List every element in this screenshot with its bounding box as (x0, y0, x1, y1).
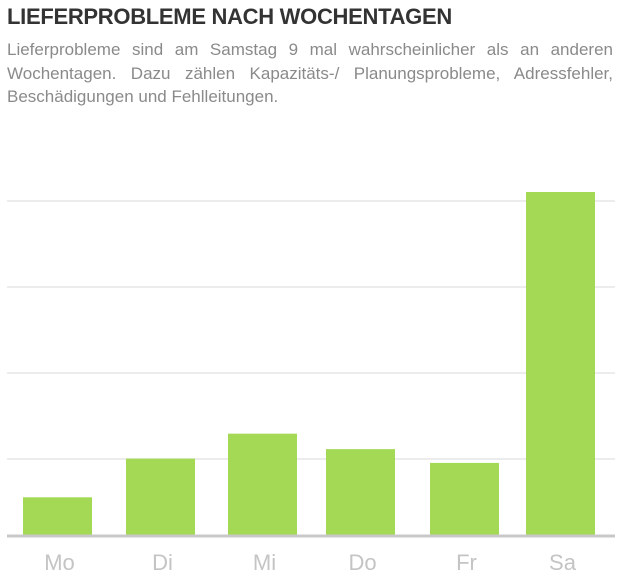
x-tick-label: Mo (44, 550, 75, 575)
x-tick-label: Di (152, 550, 173, 575)
bar-mo (23, 497, 92, 536)
bar-mi (228, 433, 297, 536)
x-tick-label: Sa (549, 550, 577, 575)
bar-sa (526, 192, 595, 536)
chart-subtitle: Lieferprobleme sind am Samstag 9 mal wah… (7, 40, 613, 106)
bar-fr (430, 462, 499, 536)
bar-do (326, 449, 395, 536)
bar-di (126, 458, 195, 536)
x-tick-label: Do (348, 550, 376, 575)
chart-title: LIEFERPROBLEME NACH WOCHENTAGEN (7, 4, 452, 29)
x-tick-label: Fr (456, 550, 477, 575)
x-tick-label: Mi (253, 550, 276, 575)
